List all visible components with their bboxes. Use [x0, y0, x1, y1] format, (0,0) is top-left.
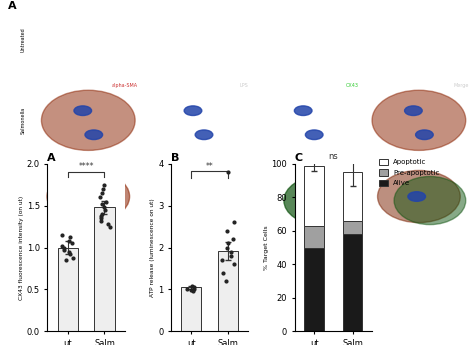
Text: LPS: LPS [239, 82, 248, 88]
Ellipse shape [294, 106, 312, 116]
Text: 10 μm: 10 μm [227, 155, 239, 159]
Text: Merge: Merge [453, 82, 468, 88]
Ellipse shape [77, 192, 95, 201]
Legend: Apoptotic, Pre-apoptotic, Alive: Apoptotic, Pre-apoptotic, Alive [379, 159, 440, 186]
Ellipse shape [47, 170, 129, 223]
Text: 10 μm: 10 μm [116, 155, 129, 159]
Text: ns: ns [328, 151, 338, 160]
Text: A: A [47, 153, 56, 163]
Bar [94, 207, 115, 331]
Text: 10 μm: 10 μm [116, 235, 129, 239]
Y-axis label: % Target Cells: % Target Cells [264, 225, 269, 270]
Y-axis label: CX43 fluorescence intensity (on ut): CX43 fluorescence intensity (on ut) [19, 195, 24, 300]
Ellipse shape [416, 130, 433, 140]
Bar [343, 234, 363, 331]
Text: C: C [295, 153, 303, 163]
Ellipse shape [408, 192, 426, 201]
Y-axis label: ATP release (luminescence on ut): ATP release (luminescence on ut) [150, 198, 155, 297]
Ellipse shape [378, 170, 460, 223]
Text: alpha-SMA: alpha-SMA [112, 82, 138, 88]
Text: 10 μm: 10 μm [447, 235, 459, 239]
Ellipse shape [372, 90, 466, 150]
Text: **: ** [206, 161, 214, 170]
Bar [304, 166, 324, 226]
Ellipse shape [298, 192, 315, 201]
Ellipse shape [195, 130, 213, 140]
Ellipse shape [405, 106, 422, 116]
Ellipse shape [85, 130, 102, 140]
Bar [304, 248, 324, 331]
Bar [57, 248, 78, 331]
Text: 10 μm: 10 μm [447, 155, 459, 159]
Text: B: B [171, 153, 180, 163]
Text: 10 μm: 10 μm [337, 235, 349, 239]
Ellipse shape [184, 106, 202, 116]
Text: ****: **** [78, 162, 94, 171]
Bar [304, 226, 324, 248]
Ellipse shape [284, 177, 356, 225]
Text: 10 μm: 10 μm [337, 155, 349, 159]
Ellipse shape [74, 106, 91, 116]
Ellipse shape [305, 130, 323, 140]
Text: 10 μm: 10 μm [227, 235, 239, 239]
Bar [343, 221, 363, 234]
Text: A: A [8, 1, 16, 11]
Bar [218, 251, 238, 331]
Ellipse shape [187, 192, 205, 201]
Ellipse shape [41, 90, 135, 150]
Bar [181, 287, 201, 331]
Text: CX43: CX43 [345, 82, 358, 88]
Text: Salmonella: Salmonella [21, 107, 26, 134]
Bar [343, 172, 363, 221]
Ellipse shape [394, 177, 466, 225]
Text: Untreated: Untreated [21, 28, 26, 52]
